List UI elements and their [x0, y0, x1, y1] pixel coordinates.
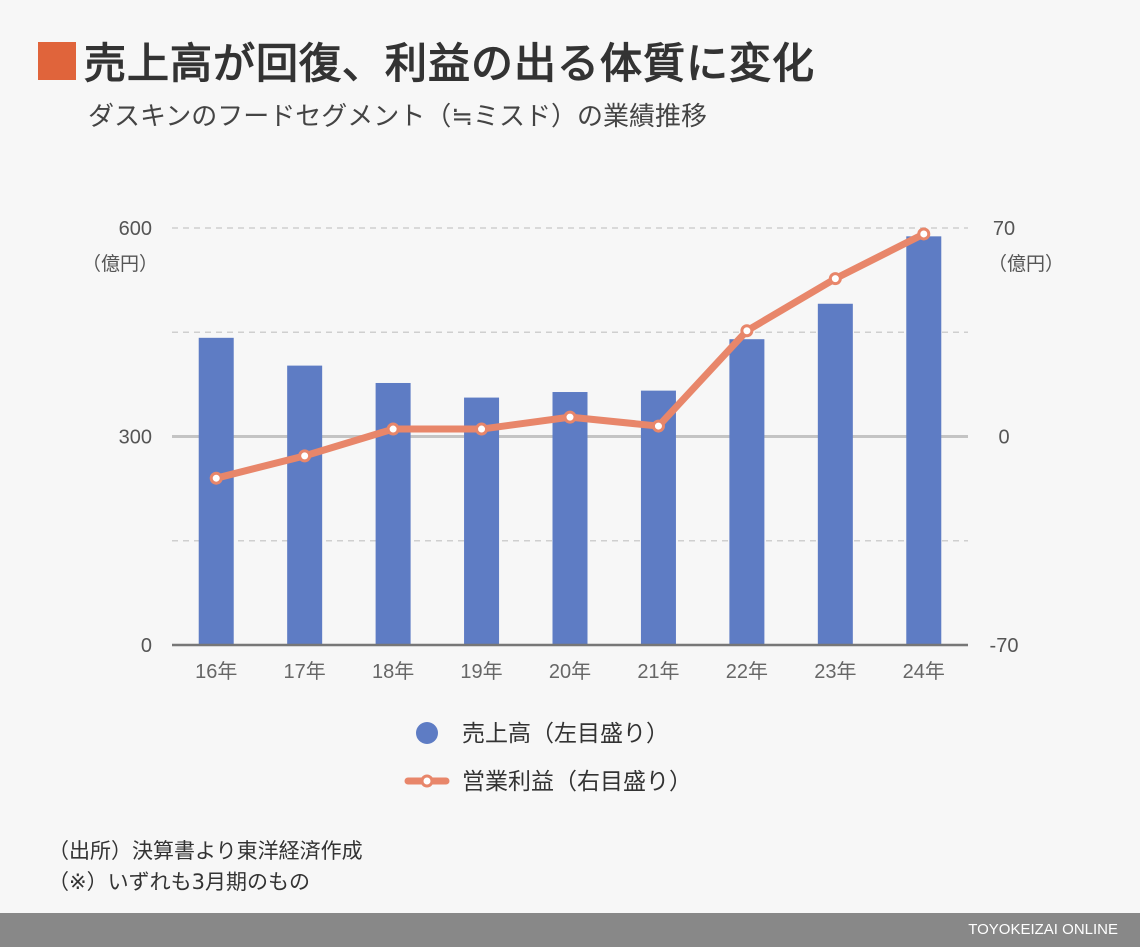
- notes: （出所）決算書より東洋経済作成 （※）いずれも3月期のもの: [48, 836, 363, 898]
- source-note: （出所）決算書より東洋経済作成: [48, 839, 363, 863]
- right-tick-label: 70: [993, 218, 1015, 240]
- left-tick-label: 600: [119, 218, 152, 240]
- profit-point-21年: [651, 419, 665, 433]
- legend-line-point: [420, 774, 434, 788]
- bar-sales-16年: [198, 337, 234, 645]
- bar-sales-18年: [375, 382, 411, 645]
- footer-brand: TOYOKEIZAI ONLINE: [968, 921, 1118, 938]
- profit-point-18年: [386, 422, 400, 436]
- legend-bar-label: 売上高（左目盛り）: [462, 721, 669, 747]
- x-tick-label: 16年: [195, 660, 237, 683]
- profit-point-16年: [209, 471, 223, 485]
- profit-point-19年: [475, 422, 489, 436]
- legend-bar-marker: [416, 722, 438, 744]
- x-tick-label: 22年: [726, 660, 768, 683]
- right-tick-label: 0: [998, 427, 1009, 449]
- bar-sales-19年: [464, 397, 500, 645]
- right-axis-unit: （億円）: [988, 253, 1064, 275]
- left-tick-label: 300: [119, 427, 152, 449]
- bar-sales-23年: [817, 303, 853, 645]
- left-tick-label: 0: [141, 635, 152, 657]
- left-axis-unit: （億円）: [82, 253, 158, 275]
- x-tick-label: 20年: [549, 660, 591, 683]
- bar-sales-20年: [552, 392, 588, 645]
- profit-point-22年: [740, 324, 754, 338]
- bar-sales-22年: [729, 339, 765, 645]
- title-block: 売上高が回復、利益の出る体質に変化: [38, 30, 815, 91]
- chart-title: 売上高が回復、利益の出る体質に変化: [84, 39, 816, 88]
- remark-note: （※）いずれも3月期のもの: [48, 870, 310, 894]
- profit-point-23年: [828, 272, 842, 286]
- x-tick-label: 21年: [637, 660, 679, 683]
- right-tick-label: -70: [990, 635, 1019, 657]
- x-tick-label: 23年: [814, 660, 856, 683]
- x-tick-label: 19年: [460, 660, 502, 683]
- title-marker-icon: [38, 41, 76, 80]
- bar-sales-21年: [640, 390, 676, 645]
- footer-bar: TOYOKEIZAI ONLINE: [0, 913, 1140, 947]
- x-tick-label: 17年: [284, 660, 326, 683]
- x-tick-label: 18年: [372, 660, 414, 683]
- x-tick-label: 24年: [903, 660, 945, 683]
- bar-sales-17年: [287, 365, 323, 645]
- legend-line-label: 営業利益（右目盛り）: [462, 769, 692, 795]
- profit-point-17年: [298, 449, 312, 463]
- bar-sales-24年: [906, 236, 942, 645]
- chart-area: 600 300 0 （億円） 70 0 -70 （億円） 16年 17年 18年 19年 20年 21年 2…: [82, 218, 1064, 795]
- profit-point-24年: [917, 227, 931, 241]
- chart-subtitle: ダスキンのフードセグメント（≒ミスド）の業績推移: [88, 102, 708, 132]
- profit-point-20年: [563, 410, 577, 424]
